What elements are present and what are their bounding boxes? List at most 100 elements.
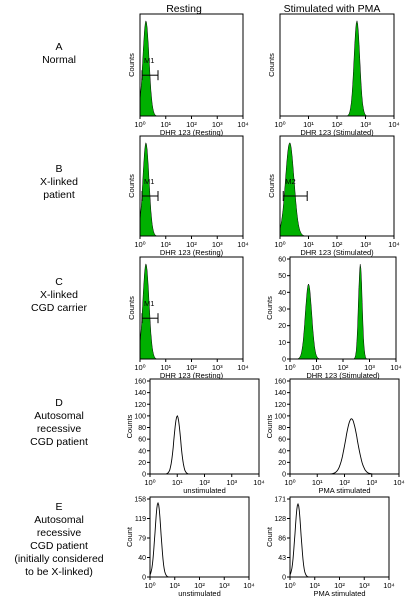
gate-label: M1 xyxy=(144,299,154,308)
y-tick-label: 120 xyxy=(134,402,146,409)
y-tick-label: 10 xyxy=(278,340,286,347)
x-tick-label: 10¹ xyxy=(311,363,322,372)
y-axis-label: Counts xyxy=(267,53,276,77)
histogram-E-rest: 10⁰ 10¹ 10² 10³ 10⁴ unstimulated 0 40 79 119 158 Co… xyxy=(125,496,255,598)
x-tick-label: 10⁰ xyxy=(284,581,295,590)
plot-frame xyxy=(139,13,244,117)
x-tick-label: 10³ xyxy=(360,120,371,129)
x-tick-label: 10¹ xyxy=(160,240,171,249)
y-tick-label: 20 xyxy=(278,460,286,467)
x-tick-label: 10¹ xyxy=(169,581,180,590)
plot-frame xyxy=(149,378,260,475)
x-axis-label: DHR 123 (Stimulated) xyxy=(300,248,374,257)
gate-label: M2 xyxy=(285,177,295,186)
row-text: X-linked CGD carrier xyxy=(30,289,87,314)
histogram-area xyxy=(279,142,394,237)
gate-label: M1 xyxy=(144,56,154,65)
x-tick-label: 10¹ xyxy=(160,120,171,129)
plot-frame xyxy=(139,135,244,237)
plot-frame xyxy=(289,496,390,578)
histogram-line xyxy=(150,414,259,475)
x-tick-label: 10² xyxy=(334,581,345,590)
row-text: Autosomal recessive CGD patient (initial… xyxy=(14,514,104,578)
y-tick-label: 20 xyxy=(278,323,286,330)
x-tick-label: 10⁴ xyxy=(243,581,255,590)
histogram-area xyxy=(280,19,394,117)
y-tick-label: 100 xyxy=(134,413,146,420)
x-tick-label: 10⁰ xyxy=(274,120,285,129)
y-tick-label: 80 xyxy=(278,425,286,432)
row-letter: D xyxy=(55,397,63,409)
x-tick-label: 10¹ xyxy=(172,478,183,487)
y-tick-label: 86 xyxy=(278,536,286,543)
x-tick-label: 10⁴ xyxy=(388,240,400,249)
x-tick-label: 10³ xyxy=(212,240,223,249)
histogram-B-rest: 10⁰ 10¹ 10² 10³ 10⁴ DHR 123 (Resting) Counts M1 xyxy=(127,135,249,257)
y-tick-label: 128 xyxy=(274,516,286,523)
histogram-A-stim: 10⁰ 10¹ 10² 10³ 10⁴ DHR 123 (Stimulated) Count… xyxy=(267,13,400,137)
x-tick-label: 10⁰ xyxy=(284,363,295,372)
x-tick-label: 10³ xyxy=(366,478,377,487)
x-tick-label: 10⁰ xyxy=(274,240,285,249)
x-tick-label: 10⁴ xyxy=(388,120,400,129)
x-tick-label: 10⁴ xyxy=(390,363,402,372)
x-tick-label: 10³ xyxy=(226,478,237,487)
histogram-line xyxy=(290,418,399,475)
y-tick-label: 140 xyxy=(274,390,286,397)
x-axis-label: DHR 123 (Resting) xyxy=(160,128,224,137)
x-tick-label: 10⁴ xyxy=(237,363,249,372)
x-axis-label: unstimulated xyxy=(183,486,226,495)
row-letter: B xyxy=(55,163,63,175)
row-label-a: A Normal xyxy=(0,41,118,67)
y-tick-label: 79 xyxy=(138,536,146,543)
row-label-c: C X-linked CGD carrier xyxy=(0,276,118,315)
y-tick-label: 50 xyxy=(278,273,286,280)
histogram-D-rest: 10⁰ 10¹ 10² 10³ 10⁴ unstimulated 0 20 40 60 80 100 1… xyxy=(125,378,265,495)
y-axis-label: Counts xyxy=(127,53,136,77)
x-axis-label: DHR 123 (Resting) xyxy=(160,248,224,257)
y-tick-label: 0 xyxy=(142,472,146,479)
y-axis-label: Count xyxy=(125,526,134,547)
row-text: Normal xyxy=(42,54,76,66)
x-tick-label: 10⁰ xyxy=(144,478,155,487)
y-tick-label: 100 xyxy=(274,413,286,420)
row-letter: E xyxy=(55,501,63,513)
x-tick-label: 10⁴ xyxy=(237,120,249,129)
x-tick-label: 10² xyxy=(339,478,350,487)
y-axis-label: Counts xyxy=(265,414,274,438)
y-tick-label: 60 xyxy=(278,437,286,444)
y-tick-label: 40 xyxy=(278,448,286,455)
x-tick-label: 10⁰ xyxy=(144,581,155,590)
x-axis-label: DHR 123 (Stimulated) xyxy=(300,128,374,137)
histogram-area xyxy=(139,20,243,117)
x-tick-label: 10³ xyxy=(212,120,223,129)
y-tick-label: 160 xyxy=(134,379,146,386)
histogram-area xyxy=(290,264,396,360)
x-axis-label: PMA stimulated xyxy=(318,486,370,495)
plot-frame xyxy=(279,13,395,117)
x-tick-label: 10² xyxy=(332,120,343,129)
x-tick-label: 10¹ xyxy=(303,120,314,129)
gate-label: M1 xyxy=(144,177,154,186)
histogram-C-stim: 10⁰ 10¹ 10² 10³ 10⁴ DHR 123 (Stimulated) 0 10 20… xyxy=(265,256,402,380)
y-tick-label: 40 xyxy=(138,448,146,455)
x-tick-label: 10⁰ xyxy=(134,240,145,249)
histogram-area xyxy=(139,263,243,360)
plot-frame xyxy=(139,256,244,360)
x-axis-label: DHR 123 (Stimulated) xyxy=(306,371,380,380)
row-label-e: E Autosomal recessive CGD patient (initia… xyxy=(0,501,118,579)
y-tick-label: 0 xyxy=(282,575,286,582)
column-header-resting: Resting xyxy=(166,3,202,15)
histogram-C-rest: 10⁰ 10¹ 10² 10³ 10⁴ DHR 123 (Resting) Counts M1 xyxy=(127,256,249,380)
x-tick-label: 10⁰ xyxy=(134,120,145,129)
y-axis-label: Counts xyxy=(127,174,136,198)
x-axis-label: unstimulated xyxy=(178,589,221,598)
x-tick-label: 10⁴ xyxy=(253,478,265,487)
histogram-E-stim: 10⁰ 10¹ 10² 10³ 10⁴ PMA stimulated 0 43 86 128 171… xyxy=(265,496,395,598)
x-tick-label: 10¹ xyxy=(303,240,314,249)
x-tick-label: 10² xyxy=(194,581,205,590)
y-tick-label: 43 xyxy=(278,555,286,562)
x-tick-label: 10³ xyxy=(219,581,230,590)
x-tick-label: 10¹ xyxy=(312,478,323,487)
x-axis-label: PMA stimulated xyxy=(313,589,365,598)
